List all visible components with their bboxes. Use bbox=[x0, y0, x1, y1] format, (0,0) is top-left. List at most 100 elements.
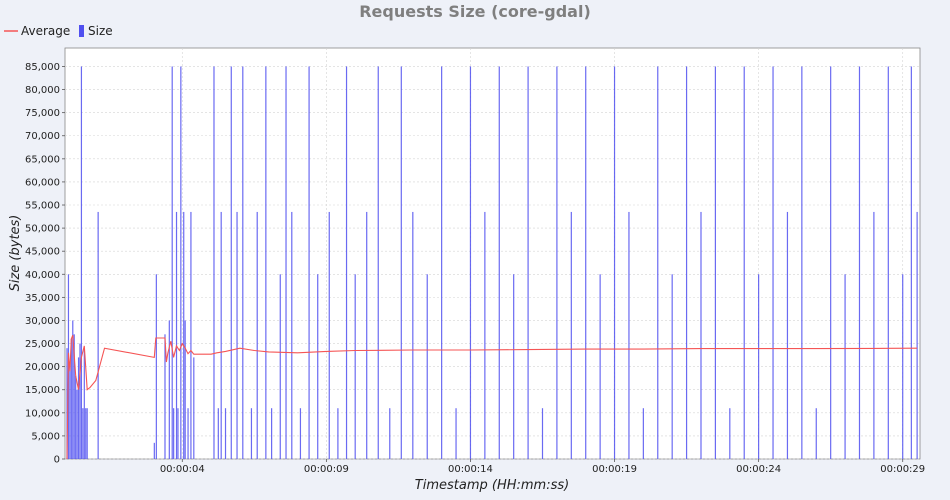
size-bar bbox=[97, 211, 99, 459]
x-tick-label: 00:00:29 bbox=[880, 464, 925, 475]
size-bar bbox=[171, 66, 173, 459]
size-bar bbox=[389, 408, 391, 459]
size-bar bbox=[345, 66, 348, 459]
y-tick-label: 65,000 bbox=[25, 154, 60, 165]
size-bar bbox=[220, 211, 222, 459]
legend-average-label: Average bbox=[21, 24, 70, 38]
size-bar bbox=[80, 66, 83, 459]
size-bar bbox=[224, 408, 227, 459]
x-axis: 00:00:04 00:00:09 00:00:14 00:00:19 00:00:24… bbox=[160, 459, 925, 475]
legend-size-label: Size bbox=[88, 24, 113, 38]
size-bar bbox=[177, 408, 179, 459]
x-tick-label: 00:00:19 bbox=[592, 464, 637, 475]
y-tick-label: 20,000 bbox=[25, 362, 60, 373]
size-bar bbox=[815, 408, 817, 459]
size-bar bbox=[657, 66, 659, 459]
size-bar bbox=[441, 66, 443, 459]
y-tick-label: 0 bbox=[54, 455, 60, 466]
size-bar bbox=[556, 66, 558, 459]
size-bar bbox=[484, 211, 486, 459]
size-bar bbox=[743, 66, 745, 459]
size-bar bbox=[213, 66, 215, 459]
size-bar bbox=[291, 211, 293, 459]
size-bar bbox=[70, 338, 72, 459]
size-bar bbox=[714, 66, 716, 459]
x-tick-label: 00:00:14 bbox=[448, 464, 493, 475]
size-bar bbox=[513, 274, 515, 459]
size-bar bbox=[337, 408, 339, 459]
size-bar bbox=[236, 211, 238, 459]
size-bar bbox=[910, 66, 912, 459]
size-bar bbox=[164, 334, 166, 459]
size-bar bbox=[250, 408, 253, 459]
y-tick-label: 25,000 bbox=[25, 339, 60, 350]
size-bar bbox=[469, 66, 472, 459]
size-bar bbox=[72, 320, 74, 459]
size-bar bbox=[190, 211, 192, 459]
size-bar bbox=[671, 274, 673, 459]
size-bar bbox=[85, 408, 87, 459]
x-tick-label: 00:00:04 bbox=[160, 464, 205, 475]
y-tick-label: 5,000 bbox=[31, 431, 60, 442]
size-bar bbox=[844, 274, 846, 459]
y-tick-label: 85,000 bbox=[25, 62, 60, 73]
size-bar bbox=[79, 343, 81, 459]
average-line bbox=[66, 334, 918, 460]
size-bar bbox=[685, 66, 688, 459]
size-bar bbox=[700, 211, 702, 459]
y-tick-label: 75,000 bbox=[25, 108, 60, 119]
size-bar bbox=[599, 274, 601, 459]
size-bar bbox=[858, 66, 861, 459]
size-bar bbox=[155, 274, 157, 459]
x-tick-label: 00:00:09 bbox=[304, 464, 349, 475]
y-tick-label: 45,000 bbox=[25, 247, 60, 258]
size-bar bbox=[69, 366, 71, 459]
size-bar bbox=[187, 408, 189, 459]
y-axis-label: Size (bytes) bbox=[8, 215, 23, 292]
size-bar bbox=[279, 274, 281, 459]
y-axis: 0 5,000 10,000 15,000 20,000 25,000 30,000 35,0… bbox=[25, 62, 65, 466]
size-bar bbox=[902, 274, 904, 459]
size-bar bbox=[180, 66, 182, 459]
size-bar bbox=[299, 408, 302, 459]
size-bar bbox=[265, 66, 267, 459]
size-bar bbox=[230, 66, 232, 459]
size-bar bbox=[168, 320, 170, 459]
size-bar bbox=[175, 211, 178, 459]
size-bar bbox=[76, 389, 78, 459]
size-bar bbox=[77, 357, 80, 459]
size-bar bbox=[75, 375, 77, 459]
size-bar bbox=[242, 66, 244, 459]
size-bar bbox=[377, 66, 379, 459]
y-tick-label: 10,000 bbox=[25, 408, 60, 419]
size-bar bbox=[887, 66, 889, 459]
size-bar bbox=[527, 66, 529, 459]
size-bar bbox=[412, 211, 414, 459]
y-tick-label: 70,000 bbox=[25, 131, 60, 142]
x-tick-label: 00:00:24 bbox=[736, 464, 781, 475]
x-axis-label: Timestamp (HH:mm:ss) bbox=[415, 478, 569, 493]
size-bar bbox=[66, 348, 68, 459]
legend: Average Size bbox=[4, 24, 113, 38]
y-tick-label: 30,000 bbox=[25, 316, 60, 327]
y-tick-label: 15,000 bbox=[25, 385, 60, 396]
size-bar bbox=[354, 274, 356, 459]
size-bar bbox=[73, 334, 75, 459]
size-bar bbox=[455, 408, 457, 459]
size-bar bbox=[585, 66, 587, 459]
size-bar bbox=[173, 408, 175, 459]
size-bar bbox=[400, 66, 402, 459]
average-line-group bbox=[66, 334, 918, 460]
size-bar bbox=[82, 408, 84, 459]
size-bar bbox=[328, 211, 330, 459]
size-bar bbox=[541, 408, 544, 459]
y-tick-label: 55,000 bbox=[25, 201, 60, 212]
size-bar bbox=[873, 211, 875, 459]
size-bar bbox=[83, 348, 85, 459]
size-bar bbox=[570, 211, 572, 459]
size-bar bbox=[256, 211, 258, 459]
y-tick-label: 50,000 bbox=[25, 224, 60, 235]
y-tick-label: 80,000 bbox=[25, 85, 60, 96]
